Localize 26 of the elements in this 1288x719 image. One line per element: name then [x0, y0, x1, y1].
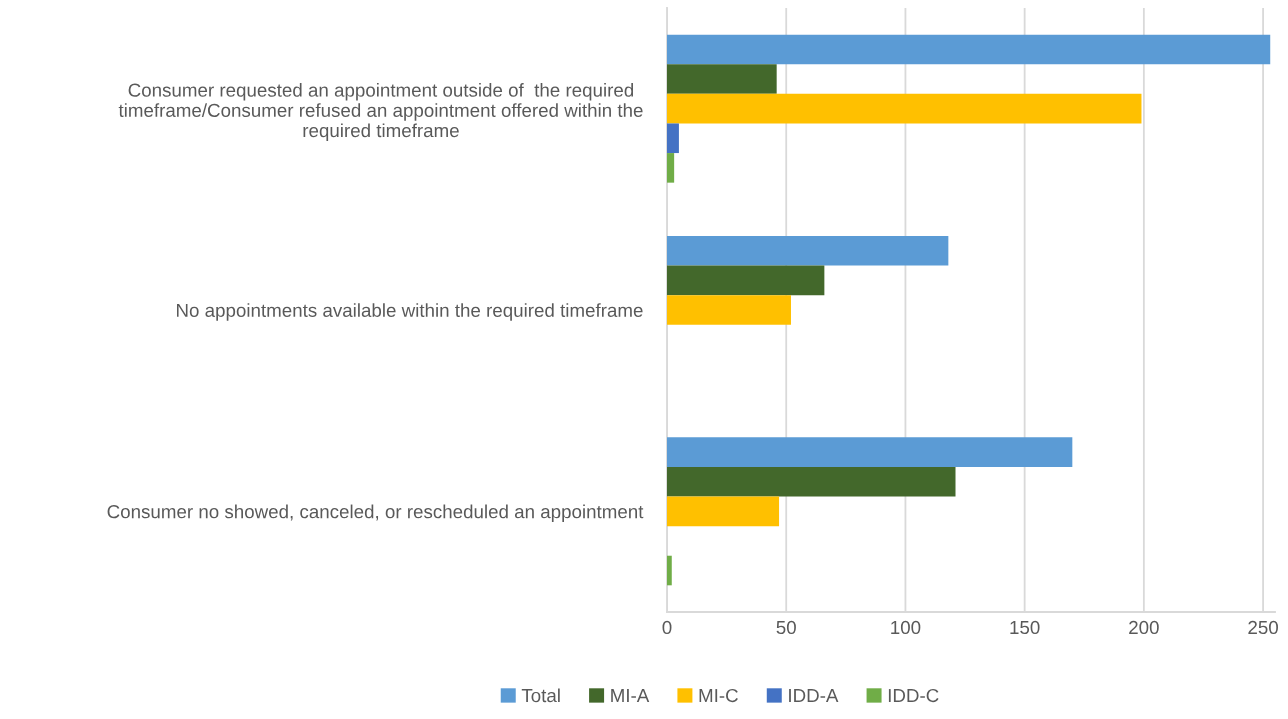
y-tick-label: No appointments available within the required timeframe — [177, 303, 643, 321]
x-tick-label: 150 — [1010, 620, 1040, 635]
x-tick-label: 100 — [891, 620, 921, 635]
y-tick-label: Consumer no showed, canceled, or rescheduled an appointment — [107, 504, 644, 523]
bar — [667, 437, 1073, 467]
bar — [667, 295, 791, 325]
bar — [667, 64, 777, 94]
legend-label: IDD-A — [789, 689, 839, 702]
bar — [667, 496, 780, 527]
bar — [667, 236, 949, 266]
bar — [667, 34, 1271, 65]
bar — [667, 466, 956, 497]
x-tick-label: 250 — [1248, 620, 1278, 635]
x-tick-label: 0 — [662, 620, 672, 635]
x-tick-label: 200 — [1129, 620, 1159, 635]
x-tick-label: 50 — [776, 620, 796, 635]
y-tick-label: Consumer requested an appointment outside of the required timeframe/Consumer refused an appointment offered within the required timeframe — [118, 83, 643, 141]
bar — [667, 555, 672, 586]
bar — [667, 123, 679, 154]
bar — [667, 153, 675, 183]
legend-label: IDD-C — [888, 688, 939, 703]
legend-label: MI-C — [699, 688, 738, 703]
legend-label: MI-A — [611, 689, 650, 702]
legend-label: Total — [521, 688, 560, 703]
bar — [667, 265, 825, 296]
bar — [667, 93, 1142, 124]
